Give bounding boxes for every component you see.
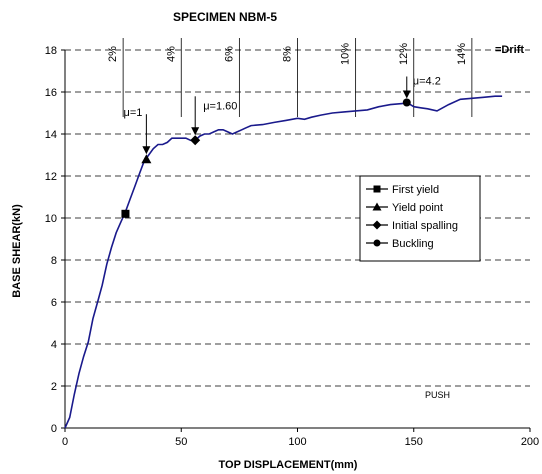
drift-label: 14%	[456, 43, 468, 65]
legend-marker-diamond	[372, 220, 382, 230]
y-tick-label: 18	[45, 45, 57, 57]
drift-label: 6%	[223, 46, 235, 62]
y-tick-label: 2	[51, 381, 57, 393]
legend-marker-square	[373, 185, 381, 193]
x-tick-label: 150	[405, 436, 423, 448]
drift-label: 12%	[398, 43, 410, 65]
y-tick-label: 16	[45, 87, 57, 99]
push-note: PUSH	[425, 390, 450, 400]
axes: 0 2 4 6 8 10 12 14 16 18 0 50 100 150 200	[45, 45, 539, 448]
drift-legend: =Drift	[495, 44, 524, 56]
annotation-layer: μ=1 μ=1.60 μ=4.2	[123, 76, 441, 155]
drift-label: 10%	[340, 43, 352, 65]
marker-circle	[402, 98, 411, 107]
x-axis-title: TOP DISPLACEMENT(mm)	[219, 459, 358, 471]
marker-square	[121, 209, 130, 218]
x-tick-label: 200	[521, 436, 539, 448]
x-tick-label: 100	[288, 436, 306, 448]
annotation-arrowhead	[402, 90, 411, 99]
y-tick-label: 0	[51, 423, 57, 435]
chart-title: SPECIMEN NBM-5	[173, 10, 277, 24]
series-line	[64, 95, 503, 429]
y-tick-label: 6	[51, 297, 57, 309]
x-tick-label: 50	[175, 436, 187, 448]
marker-triangle	[141, 154, 152, 164]
drift-label: 2%	[107, 46, 119, 62]
legend-label: Initial spalling	[392, 220, 458, 232]
annotation-label: μ=1.60	[203, 100, 237, 112]
legend-label: First yield	[392, 184, 439, 196]
annotation-arrowhead	[142, 146, 151, 155]
y-tick-label: 10	[45, 213, 57, 225]
y-axis-title: BASE SHEAR(kN)	[11, 204, 23, 298]
y-tick-label: 14	[45, 129, 57, 141]
drift-label: 8%	[282, 46, 294, 62]
drift-label: 4%	[165, 46, 177, 62]
x-tick-label: 0	[62, 436, 68, 448]
y-tick-label: 12	[45, 171, 57, 183]
legend-marker-circle	[373, 239, 381, 247]
y-tick-label: 8	[51, 255, 57, 267]
annotation-arrowhead	[191, 127, 200, 136]
marker-diamond	[190, 135, 201, 146]
drift-lines: 2% 4% 6% 8% 10% 12% 14%	[107, 38, 473, 117]
y-tick-label: 4	[51, 339, 57, 351]
annotation-label: μ=1	[123, 107, 142, 119]
series-layer	[64, 95, 503, 429]
annotation-label: μ=4.2	[413, 76, 441, 88]
legend-label: Yield point	[392, 202, 443, 214]
legend-marker-triangle	[372, 202, 382, 211]
legend-label: Buckling	[392, 238, 434, 250]
legend: First yield Yield point Initial spalling Bu…	[359, 175, 481, 262]
